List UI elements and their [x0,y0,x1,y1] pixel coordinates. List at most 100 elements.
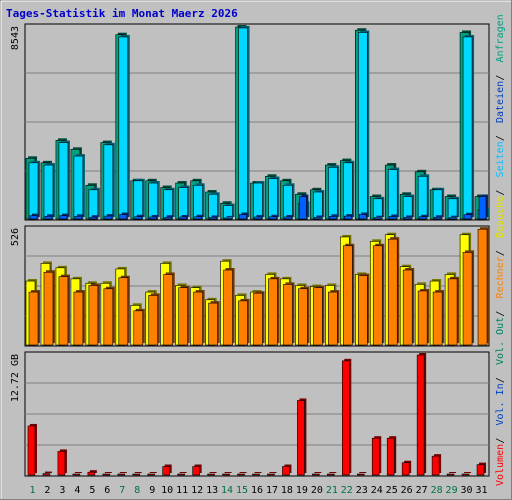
legend-entry: / [495,75,506,81]
bar-shadow [359,472,367,473]
y-axis-max-label: 8543 [10,26,21,50]
bar-shadow [391,214,399,217]
bar-dateien-day-7 [118,36,129,220]
bar-shadow [196,214,204,217]
bar-volumen-day-20 [312,473,320,476]
bar-shadow [179,472,187,473]
bar-dateien-day-17 [268,178,278,220]
x-tick-label: 14 [221,485,233,496]
x-tick-label: 17 [266,485,278,496]
bar-volumen-day-30 [461,473,470,476]
bar-volumen-day-23 [356,473,365,476]
x-tick-label: 9 [149,485,155,496]
bar-volumen-day-1 [27,425,36,476]
bar-rechner-day-24 [372,245,383,346]
bar-dateien-day-5 [88,189,99,220]
bar-shadow [256,214,264,217]
bar-dateien-day-3 [58,142,69,220]
x-tick-label: 28 [431,485,443,496]
bar-rechner-day-3 [58,276,69,346]
bar-shadow [226,215,234,217]
bar-dateien-day-12 [193,184,203,220]
bar-shadow [211,215,219,217]
bar-shadow [269,472,277,473]
legend-entry: Seiten [495,141,506,177]
legend-entry: / [495,311,506,317]
bar-seiten-day-10 [164,216,173,220]
bar-dateien-day-30 [462,36,473,220]
hits-panel: 8543 [10,23,490,221]
bar-volumen-day-19 [297,400,305,476]
bar-rechner-day-7 [118,277,129,346]
x-tick-label: 18 [281,485,293,496]
bar-seiten-day-5 [89,216,98,220]
x-tick-label: 10 [161,485,173,496]
bar-seiten-day-26 [403,217,412,220]
x-tick-label: 25 [386,485,398,496]
bar-seiten-day-22 [344,215,352,220]
x-tick-label: 13 [206,485,218,496]
bar-volumen-day-12 [192,466,200,476]
bar-seiten-day-14 [224,217,232,220]
bar-dateien-day-22 [343,162,353,220]
bar-volumen-day-16 [252,473,260,476]
bar-dateien-day-20 [313,191,323,220]
bar-seiten-day-8 [134,216,143,220]
bar-seiten-day-31 [478,196,487,220]
bar-rechner-day-6 [103,288,114,346]
legend-entry: Volumen [495,444,506,486]
legend-entry: / [495,438,506,444]
bar-rechner-day-2 [43,271,54,346]
bar-shadow [106,214,114,217]
bar-shadow [76,214,84,217]
bar-shadow [61,213,69,217]
bar-volumen-day-5 [87,471,96,476]
bar-volumen-day-21 [327,473,335,476]
x-tick-label: 3 [59,485,65,496]
bar-volumen-day-8 [132,473,141,476]
visits-panel: 526 [10,225,490,347]
bar-seiten-day-29 [448,217,457,220]
bar-volumen-day-31 [476,464,485,476]
bar-dateien-day-25 [387,169,398,220]
legend-entry: / [495,250,506,256]
bar-seiten-day-27 [418,216,427,220]
bar-shadow [134,472,142,473]
bar-shadow [329,472,337,473]
x-tick-label: 12 [191,485,203,496]
bar-shadow [166,215,174,217]
x-tick-label: 21 [326,485,338,496]
bar-dateien-day-13 [208,193,218,220]
bar-rechner-day-9 [148,295,159,346]
bar-shadow [271,214,279,217]
x-tick-label: 27 [416,485,428,496]
bar-rechner-day-5 [88,285,99,346]
x-tick-label: 15 [236,485,248,496]
bar-shadow [181,214,189,217]
bar-seiten-day-11 [179,216,187,220]
bar-shadow [74,472,82,473]
bar-rechner-day-26 [402,269,413,346]
bar-seiten-day-6 [104,215,113,220]
bar-volumen-day-2 [42,473,51,476]
bar-rechner-day-30 [462,252,473,346]
bar-volumen-day-14 [222,473,230,476]
bar-dateien-day-8 [133,180,144,220]
bar-seiten-day-7 [119,214,128,220]
bar-shadow [89,470,97,473]
bar-rechner-day-17 [268,278,278,346]
bar-shadow [314,472,322,473]
bar-rechner-day-22 [343,245,353,346]
bar-volumen-day-4 [72,473,81,476]
bar-dateien-day-15 [238,27,248,220]
bar-shadow [286,214,294,217]
bar-dateien-day-1 [28,162,39,220]
bar-seiten-day-16 [254,216,262,220]
legend-entry: Vol. In [495,383,506,425]
x-tick-label: 2 [44,485,50,496]
bar-seiten-day-21 [329,216,337,220]
bar-shadow [32,213,39,217]
bar-volumen-day-26 [401,462,410,476]
bar-seiten-day-30 [463,214,472,220]
